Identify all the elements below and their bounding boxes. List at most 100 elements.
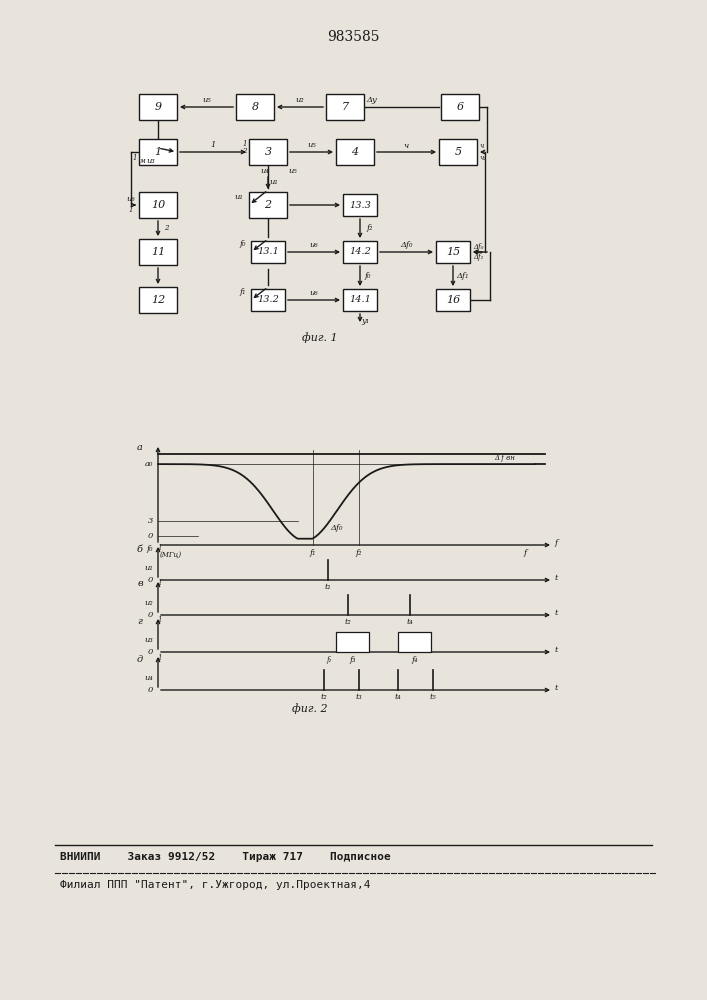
Text: 12: 12	[151, 295, 165, 305]
Text: 2: 2	[264, 200, 271, 210]
Text: y₁: y₁	[361, 317, 369, 325]
Text: 10: 10	[151, 200, 165, 210]
Text: 13.3: 13.3	[349, 200, 371, 210]
Text: м: м	[140, 157, 146, 165]
Text: f₄: f₄	[411, 656, 418, 664]
Text: д: д	[137, 654, 143, 664]
Text: ч₂: ч₂	[480, 154, 487, 162]
Text: Δf₁: Δf₁	[457, 272, 469, 280]
Text: фиг. 2: фиг. 2	[292, 703, 328, 714]
Bar	[139, 192, 177, 218]
Text: 5: 5	[455, 147, 462, 157]
Text: u₁: u₁	[269, 178, 279, 186]
Text: б: б	[137, 544, 143, 554]
Text: 1: 1	[158, 616, 162, 624]
Text: 1: 1	[154, 147, 162, 157]
Bar	[236, 94, 274, 120]
Text: u₃: u₃	[144, 636, 153, 644]
Bar	[336, 139, 374, 165]
Text: 1: 1	[243, 140, 247, 148]
Text: u₄: u₄	[261, 167, 269, 175]
Bar	[139, 287, 177, 313]
Text: 0: 0	[148, 648, 153, 656]
Text: 2: 2	[164, 225, 168, 232]
Text: Δ f вн: Δ f вн	[495, 454, 515, 462]
Text: 2: 2	[243, 147, 247, 155]
Bar	[249, 139, 287, 165]
Text: фиг. 1: фиг. 1	[302, 332, 338, 343]
Text: 6: 6	[457, 102, 464, 112]
Bar	[249, 192, 287, 218]
Bar	[343, 289, 377, 311]
Text: u₅: u₅	[307, 141, 316, 149]
Text: 13.2: 13.2	[257, 296, 279, 304]
Text: 1: 1	[158, 544, 162, 552]
Text: 13.1: 13.1	[257, 247, 279, 256]
Text: 0: 0	[148, 576, 153, 584]
Bar	[436, 241, 470, 263]
Text: u₆: u₆	[310, 289, 318, 297]
Bar	[139, 239, 177, 265]
Text: t₄: t₄	[407, 618, 413, 626]
Bar	[436, 289, 470, 311]
Text: 0: 0	[148, 686, 153, 694]
Text: 15: 15	[446, 247, 460, 257]
Text: f₀: f₀	[146, 545, 153, 553]
Text: t₂: t₂	[321, 693, 328, 701]
Bar	[326, 94, 364, 120]
Text: 1: 1	[210, 141, 216, 149]
Text: u₁: u₁	[235, 193, 243, 201]
Text: u₂: u₂	[144, 599, 153, 607]
Text: f₁: f₁	[240, 288, 246, 296]
Text: 11: 11	[151, 247, 165, 257]
Text: f₀: f₀	[365, 272, 371, 280]
Text: t₅: t₅	[429, 693, 436, 701]
Text: 983585: 983585	[327, 30, 379, 44]
Text: t: t	[555, 609, 559, 617]
Text: t₁: t₁	[325, 583, 332, 591]
Text: u₆: u₆	[127, 195, 135, 203]
Text: 16: 16	[446, 295, 460, 305]
Text: 14.2: 14.2	[349, 247, 371, 256]
Bar	[139, 139, 177, 165]
Text: f₀: f₀	[240, 240, 246, 248]
Text: Δf₀: Δf₀	[329, 524, 342, 532]
Bar	[343, 241, 377, 263]
Bar	[139, 94, 177, 120]
Text: 3: 3	[264, 147, 271, 157]
Text: 1: 1	[158, 654, 162, 662]
Text: t₄: t₄	[395, 693, 402, 701]
Text: 3: 3	[148, 517, 153, 525]
Text: t₃: t₃	[356, 693, 363, 701]
Bar	[439, 139, 477, 165]
Text: f₃: f₃	[349, 656, 356, 664]
Text: f: f	[523, 549, 527, 557]
Text: 14.1: 14.1	[349, 296, 371, 304]
Text: t₂: t₂	[344, 618, 351, 626]
Text: t: t	[555, 646, 559, 654]
Text: u₁: u₁	[144, 564, 153, 572]
Text: a₀: a₀	[145, 460, 153, 468]
Text: 8: 8	[252, 102, 259, 112]
Text: a: a	[137, 442, 143, 452]
Text: Филиал ППП "Патент", г.Ужгород, ул.Проектная,4: Филиал ППП "Патент", г.Ужгород, ул.Проек…	[60, 880, 370, 890]
Text: f: f	[555, 539, 558, 547]
Text: ВНИИПИ    Заказ 9912/52    Тираж 717    Подписное: ВНИИПИ Заказ 9912/52 Тираж 717 Подписное	[60, 852, 391, 862]
Text: u₄: u₄	[144, 674, 153, 682]
Text: u₆: u₆	[310, 241, 318, 249]
Text: ч: ч	[404, 142, 409, 150]
Text: f₂: f₂	[356, 549, 363, 557]
Bar	[343, 194, 377, 216]
Bar	[398, 632, 431, 652]
Text: u₃: u₃	[146, 157, 156, 165]
Text: Δf₀: Δf₀	[400, 241, 413, 249]
Text: Δf₀: Δf₀	[473, 243, 484, 251]
Text: f₁: f₁	[310, 549, 316, 557]
Text: (МГц): (МГц)	[160, 552, 182, 560]
Text: f₂: f₂	[367, 225, 373, 232]
Text: 0: 0	[148, 611, 153, 619]
Text: t: t	[555, 684, 559, 692]
Text: Δf₁: Δf₁	[473, 253, 484, 261]
Text: 4: 4	[351, 147, 358, 157]
Text: u₅: u₅	[288, 167, 298, 175]
